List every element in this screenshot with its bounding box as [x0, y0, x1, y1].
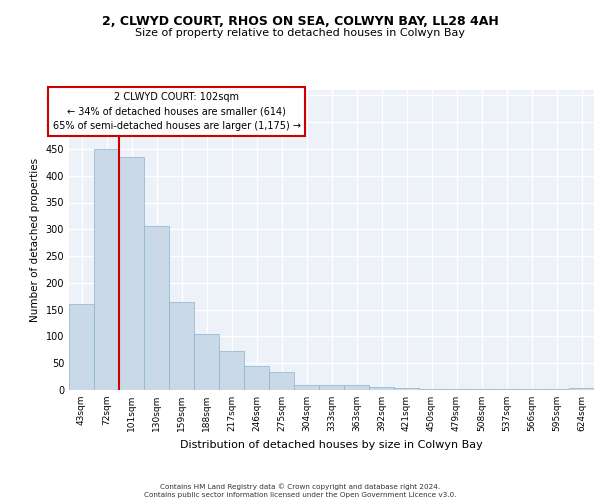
- Bar: [269, 372, 294, 390]
- Bar: [419, 389, 444, 390]
- Text: Size of property relative to detached houses in Colwyn Bay: Size of property relative to detached ho…: [135, 28, 465, 38]
- Bar: [144, 226, 169, 390]
- Bar: [469, 389, 494, 390]
- Bar: [444, 389, 469, 390]
- Bar: [94, 150, 119, 390]
- Bar: [219, 351, 244, 390]
- Y-axis label: Number of detached properties: Number of detached properties: [30, 158, 40, 322]
- Text: Contains HM Land Registry data © Crown copyright and database right 2024.
Contai: Contains HM Land Registry data © Crown c…: [144, 483, 456, 498]
- Bar: [69, 304, 94, 390]
- Text: 2 CLWYD COURT: 102sqm
← 34% of detached houses are smaller (614)
65% of semi-det: 2 CLWYD COURT: 102sqm ← 34% of detached …: [53, 92, 301, 131]
- X-axis label: Distribution of detached houses by size in Colwyn Bay: Distribution of detached houses by size …: [180, 440, 483, 450]
- Bar: [394, 388, 419, 390]
- Bar: [344, 384, 369, 390]
- Bar: [194, 334, 219, 390]
- Bar: [369, 388, 394, 390]
- Bar: [169, 302, 194, 390]
- Bar: [119, 157, 144, 390]
- Text: 2, CLWYD COURT, RHOS ON SEA, COLWYN BAY, LL28 4AH: 2, CLWYD COURT, RHOS ON SEA, COLWYN BAY,…: [101, 15, 499, 28]
- Bar: [244, 366, 269, 390]
- Bar: [294, 384, 319, 390]
- Bar: [569, 388, 594, 390]
- Bar: [319, 384, 344, 390]
